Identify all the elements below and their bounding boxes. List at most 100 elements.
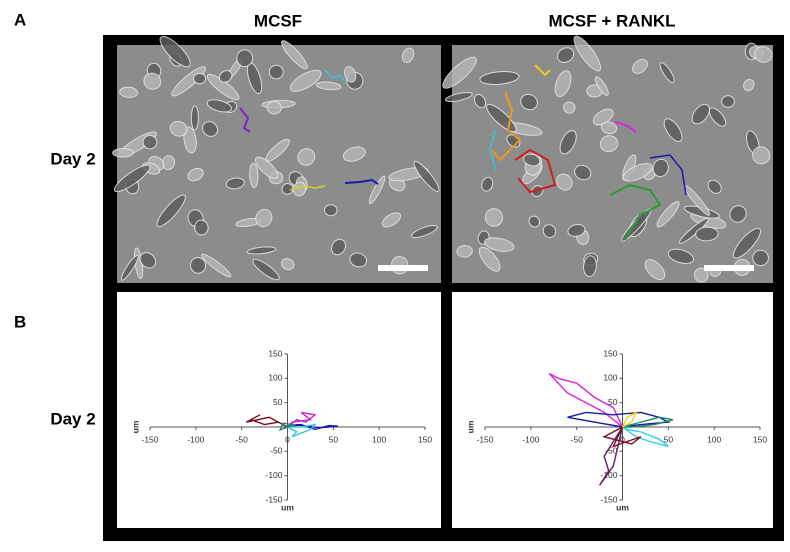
cell <box>567 224 586 237</box>
cell <box>481 176 494 192</box>
cell <box>218 70 233 83</box>
cell <box>752 146 771 165</box>
cell <box>349 252 368 268</box>
row-label: Day 2 <box>50 149 95 168</box>
cell <box>667 248 694 264</box>
cell <box>583 255 597 277</box>
track <box>609 183 662 241</box>
cell <box>315 81 342 91</box>
cell <box>297 148 316 166</box>
cell <box>252 258 280 281</box>
y-tick-label: -50 <box>605 446 618 456</box>
y-tick-label: -50 <box>270 446 283 456</box>
y-tick-label: 50 <box>273 397 283 407</box>
x-axis-label: um <box>616 502 629 512</box>
cell <box>190 105 199 131</box>
cell <box>281 40 308 70</box>
cell <box>554 70 572 98</box>
cell <box>189 257 207 274</box>
cell <box>112 148 134 158</box>
cell <box>663 118 683 142</box>
cell <box>652 158 669 178</box>
y-tick-label: -100 <box>265 470 282 480</box>
cell <box>708 107 727 127</box>
x-tick-label: 100 <box>707 434 721 444</box>
cell <box>411 224 438 239</box>
cell <box>169 120 188 137</box>
cell <box>268 64 284 80</box>
cell <box>599 135 619 153</box>
y-tick-label: 50 <box>608 397 618 407</box>
cell <box>659 62 675 83</box>
cell <box>573 35 602 72</box>
track-line <box>287 423 317 438</box>
cell <box>281 183 294 195</box>
cell <box>323 204 338 217</box>
x-tick-label: -150 <box>141 434 158 444</box>
cell <box>729 205 747 223</box>
scale-bar <box>704 265 754 271</box>
panel-label: A <box>14 10 26 29</box>
cell <box>528 215 541 228</box>
track-line <box>287 423 338 431</box>
cells <box>112 35 773 283</box>
track <box>289 185 326 191</box>
plot-panel <box>452 292 773 528</box>
track <box>614 121 637 133</box>
track <box>324 69 346 83</box>
cell <box>236 49 254 68</box>
cell <box>331 238 347 256</box>
cell <box>559 130 577 155</box>
cell <box>113 164 151 193</box>
cell <box>473 93 487 109</box>
cell <box>707 179 722 194</box>
track-line <box>278 422 296 432</box>
cell <box>691 103 710 125</box>
cell <box>255 208 273 228</box>
x-tick-label: -50 <box>236 434 249 444</box>
cell <box>289 69 322 92</box>
y-tick-label: 100 <box>268 373 282 383</box>
y-tick-label: 150 <box>603 348 617 358</box>
cell <box>754 46 773 63</box>
cell <box>281 258 295 271</box>
cell <box>292 181 307 197</box>
cell <box>752 249 769 267</box>
y-axis-label: um <box>465 420 475 433</box>
y-axis-label: um <box>130 420 140 433</box>
track <box>514 148 557 194</box>
cell <box>622 163 653 182</box>
cell <box>413 160 440 192</box>
cell <box>478 246 501 272</box>
x-tick-label: -150 <box>476 434 493 444</box>
track-line <box>548 372 624 428</box>
cell <box>156 194 186 228</box>
cell <box>344 66 357 83</box>
track-line <box>567 411 671 428</box>
column-header: MCSF <box>254 11 302 30</box>
x-tick-label: 150 <box>418 434 432 444</box>
cell <box>656 201 680 228</box>
cell <box>456 244 473 258</box>
column-header: MCSF + RANKL <box>548 11 675 30</box>
cell <box>732 227 762 259</box>
track-line <box>286 411 317 428</box>
x-tick-label: -100 <box>522 434 539 444</box>
cell <box>557 47 575 64</box>
cell <box>206 73 240 101</box>
cell <box>694 267 709 283</box>
x-tick-label: 100 <box>372 434 386 444</box>
cell <box>187 167 204 182</box>
cell <box>695 226 719 242</box>
cell <box>520 93 538 111</box>
cell <box>193 72 207 85</box>
cell <box>594 76 609 96</box>
track <box>489 129 497 171</box>
track-line <box>598 426 624 486</box>
track <box>344 178 379 185</box>
x-tick-label: 50 <box>664 434 674 444</box>
cell <box>142 135 158 150</box>
cell <box>206 99 233 113</box>
y-tick-label: 100 <box>603 373 617 383</box>
